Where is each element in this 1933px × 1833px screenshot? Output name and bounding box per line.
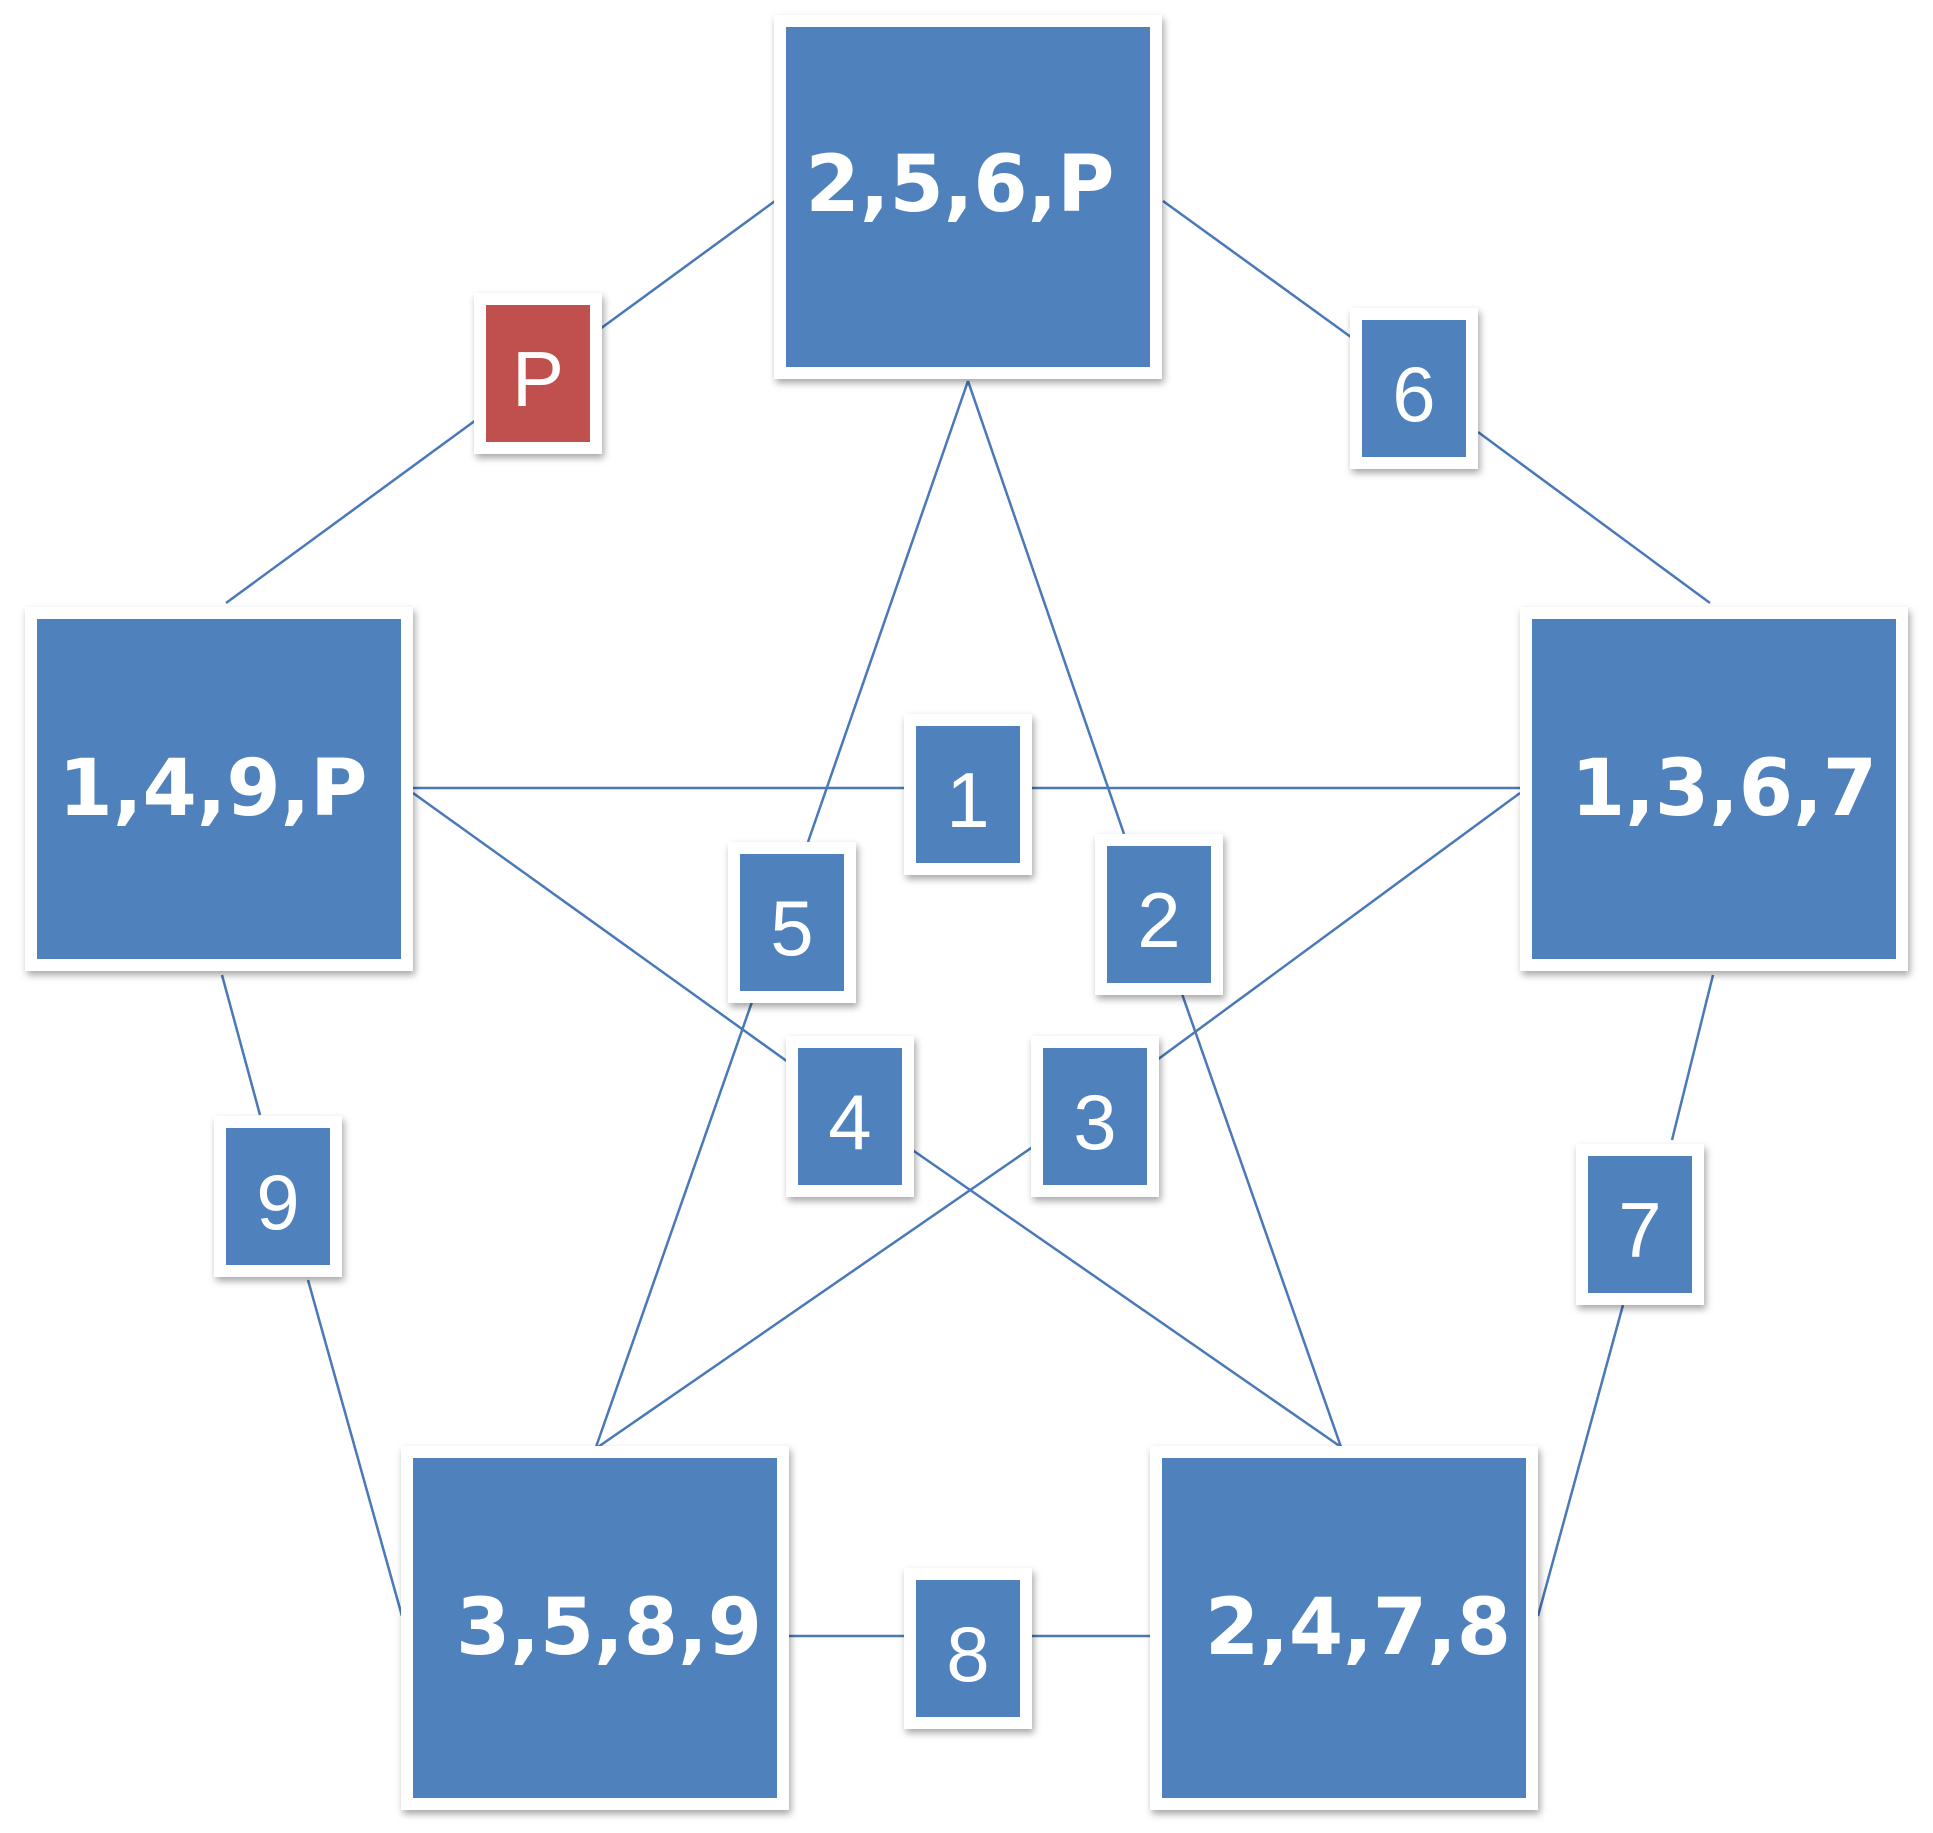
node-bottom-left: 3,5,8,9 — [401, 1446, 789, 1810]
node-left: 1,4,9,P — [25, 607, 413, 971]
edge-label-text: 6 — [1392, 350, 1436, 438]
node-label: 3,5,8,9 — [456, 1583, 762, 1673]
edge-label-text: 8 — [946, 1610, 990, 1698]
edge-label-5: 5 — [728, 842, 856, 1003]
node-label: 1,4,9,P — [58, 744, 368, 834]
edge-left-bottomright — [412, 791, 789, 1064]
edge-top-right — [1477, 430, 1711, 605]
edge-label-text: P — [511, 335, 565, 423]
node-bottom-right: 2,4,7,8 — [1150, 1446, 1538, 1810]
edge-right-bottomleft — [597, 1144, 1035, 1449]
edge-label-text: 7 — [1618, 1186, 1662, 1274]
edge-label-1: 1 — [904, 714, 1032, 875]
edge-right-bottomright — [1536, 1304, 1625, 1617]
edge-label-2: 2 — [1095, 834, 1223, 995]
edge-right-bottomright — [1670, 974, 1715, 1141]
edge-top-left — [599, 199, 776, 331]
edge-label-text: 1 — [946, 756, 990, 844]
edge-label-6: 6 — [1350, 308, 1478, 469]
node-label: 1,3,6,7 — [1571, 744, 1877, 834]
edge-left-bottomleft — [220, 974, 262, 1116]
edge-label-text: 9 — [256, 1158, 300, 1246]
node-right: 1,3,6,7 — [1520, 607, 1908, 971]
edge-label-7: 7 — [1576, 1144, 1704, 1305]
edge-left-bottomright — [910, 1147, 1342, 1449]
edge-top-bottomleft — [594, 998, 755, 1448]
node-top: 2,5,6,P — [774, 15, 1162, 379]
edge-right-bottomleft — [1156, 791, 1521, 1062]
edge-label-p: P — [474, 293, 602, 454]
edge-top-right — [1162, 199, 1356, 342]
edge-label-9: 9 — [214, 1116, 342, 1277]
edge-label-text: 4 — [828, 1078, 872, 1166]
edge-label-4: 4 — [786, 1036, 914, 1197]
edge-top-bottomleft — [806, 380, 970, 843]
edge-label-text: 2 — [1137, 876, 1181, 964]
node-label: 2,4,7,8 — [1205, 1583, 1511, 1673]
edge-left-bottomleft — [306, 1279, 404, 1617]
edge-label-text: 5 — [770, 884, 814, 972]
node-label: 2,5,6,P — [805, 140, 1115, 230]
edge-top-left — [225, 418, 477, 605]
edge-label-text: 3 — [1073, 1078, 1117, 1166]
edge-label-3: 3 — [1031, 1036, 1159, 1197]
edge-label-8: 8 — [904, 1568, 1032, 1729]
edge-top-bottomright — [1179, 990, 1343, 1448]
edge-top-bottomright — [966, 380, 1126, 835]
